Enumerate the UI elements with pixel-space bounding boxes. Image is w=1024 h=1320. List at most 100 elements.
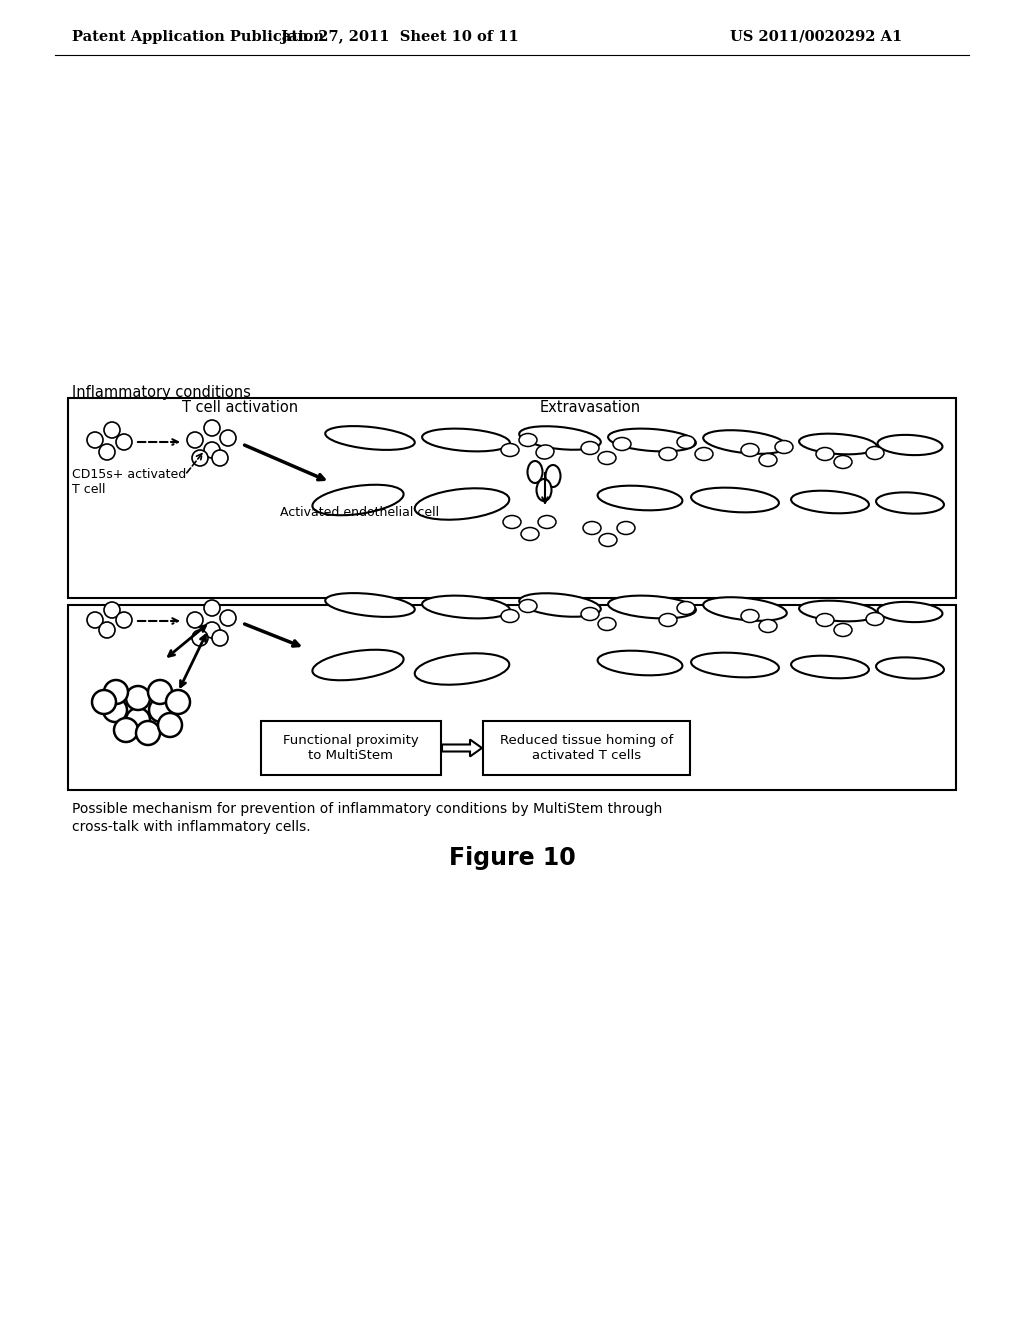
Circle shape	[193, 450, 208, 466]
Ellipse shape	[659, 447, 677, 461]
Circle shape	[99, 622, 115, 638]
Circle shape	[220, 430, 236, 446]
Circle shape	[166, 690, 190, 714]
Ellipse shape	[598, 486, 682, 511]
Ellipse shape	[312, 649, 403, 680]
Ellipse shape	[519, 433, 537, 446]
Circle shape	[99, 444, 115, 459]
Circle shape	[212, 630, 228, 645]
Ellipse shape	[519, 593, 601, 616]
Ellipse shape	[326, 593, 415, 616]
Circle shape	[104, 680, 128, 704]
Ellipse shape	[677, 602, 695, 615]
Ellipse shape	[519, 599, 537, 612]
Text: Inflammatory conditions: Inflammatory conditions	[72, 384, 251, 400]
Ellipse shape	[415, 653, 509, 685]
Circle shape	[87, 612, 103, 628]
Circle shape	[158, 713, 182, 737]
Ellipse shape	[599, 533, 617, 546]
Ellipse shape	[877, 492, 944, 513]
Ellipse shape	[312, 484, 403, 515]
Ellipse shape	[598, 451, 616, 465]
Ellipse shape	[581, 607, 599, 620]
Circle shape	[136, 721, 160, 744]
Circle shape	[126, 686, 150, 710]
Ellipse shape	[866, 612, 884, 626]
Text: Jan. 27, 2011  Sheet 10 of 11: Jan. 27, 2011 Sheet 10 of 11	[282, 30, 519, 44]
Circle shape	[220, 610, 236, 626]
Circle shape	[126, 708, 150, 733]
Circle shape	[104, 602, 120, 618]
Text: Activated endothelial cell: Activated endothelial cell	[280, 506, 439, 519]
Text: Figure 10: Figure 10	[449, 846, 575, 870]
Ellipse shape	[503, 516, 521, 528]
Text: T cell activation: T cell activation	[182, 400, 298, 416]
Ellipse shape	[415, 488, 509, 520]
Ellipse shape	[581, 441, 599, 454]
Circle shape	[103, 698, 127, 722]
Circle shape	[87, 432, 103, 447]
Ellipse shape	[866, 446, 884, 459]
Ellipse shape	[878, 434, 942, 455]
Ellipse shape	[799, 601, 877, 622]
FancyBboxPatch shape	[261, 721, 441, 775]
Ellipse shape	[501, 610, 519, 623]
Text: CD15s+ activated
T cell: CD15s+ activated T cell	[72, 469, 186, 496]
Circle shape	[204, 420, 220, 436]
Ellipse shape	[608, 595, 696, 618]
Bar	[68, 605, 956, 789]
Ellipse shape	[598, 618, 616, 631]
Ellipse shape	[527, 461, 543, 483]
Ellipse shape	[834, 455, 852, 469]
Ellipse shape	[703, 597, 786, 620]
Ellipse shape	[608, 429, 696, 451]
Circle shape	[116, 434, 132, 450]
Circle shape	[204, 622, 220, 638]
Ellipse shape	[659, 614, 677, 627]
Circle shape	[193, 630, 208, 645]
Ellipse shape	[677, 436, 695, 449]
Text: US 2011/0020292 A1: US 2011/0020292 A1	[730, 30, 902, 44]
Circle shape	[187, 432, 203, 447]
Ellipse shape	[792, 491, 869, 513]
Circle shape	[148, 680, 172, 704]
Text: Extravasation: Extravasation	[540, 400, 641, 416]
Circle shape	[116, 612, 132, 628]
Circle shape	[204, 442, 220, 458]
Text: Functional proximity
to MultiStem: Functional proximity to MultiStem	[283, 734, 419, 762]
Circle shape	[104, 422, 120, 438]
Circle shape	[187, 612, 203, 628]
Ellipse shape	[326, 426, 415, 450]
Ellipse shape	[422, 595, 510, 618]
Text: Possible mechanism for prevention of inflammatory conditions by MultiStem throug: Possible mechanism for prevention of inf…	[72, 803, 663, 834]
Text: Reduced tissue homing of
activated T cells: Reduced tissue homing of activated T cel…	[500, 734, 673, 762]
Circle shape	[92, 690, 116, 714]
Ellipse shape	[816, 447, 834, 461]
Ellipse shape	[613, 437, 631, 450]
Ellipse shape	[775, 441, 793, 454]
Ellipse shape	[617, 521, 635, 535]
Ellipse shape	[501, 444, 519, 457]
Ellipse shape	[741, 444, 759, 457]
Bar	[68, 399, 956, 598]
Circle shape	[204, 601, 220, 616]
Text: Patent Application Publication: Patent Application Publication	[72, 30, 324, 44]
Circle shape	[150, 698, 173, 722]
Ellipse shape	[695, 447, 713, 461]
Ellipse shape	[519, 426, 601, 450]
Ellipse shape	[878, 602, 942, 622]
Ellipse shape	[521, 528, 539, 540]
Circle shape	[114, 718, 138, 742]
Ellipse shape	[834, 623, 852, 636]
Ellipse shape	[536, 445, 554, 459]
Ellipse shape	[422, 429, 510, 451]
Ellipse shape	[759, 454, 777, 466]
Circle shape	[212, 450, 228, 466]
Ellipse shape	[741, 610, 759, 623]
Ellipse shape	[799, 434, 877, 454]
Ellipse shape	[538, 516, 556, 528]
FancyBboxPatch shape	[483, 721, 690, 775]
Ellipse shape	[546, 465, 560, 487]
Polygon shape	[442, 739, 482, 756]
Ellipse shape	[816, 614, 834, 627]
